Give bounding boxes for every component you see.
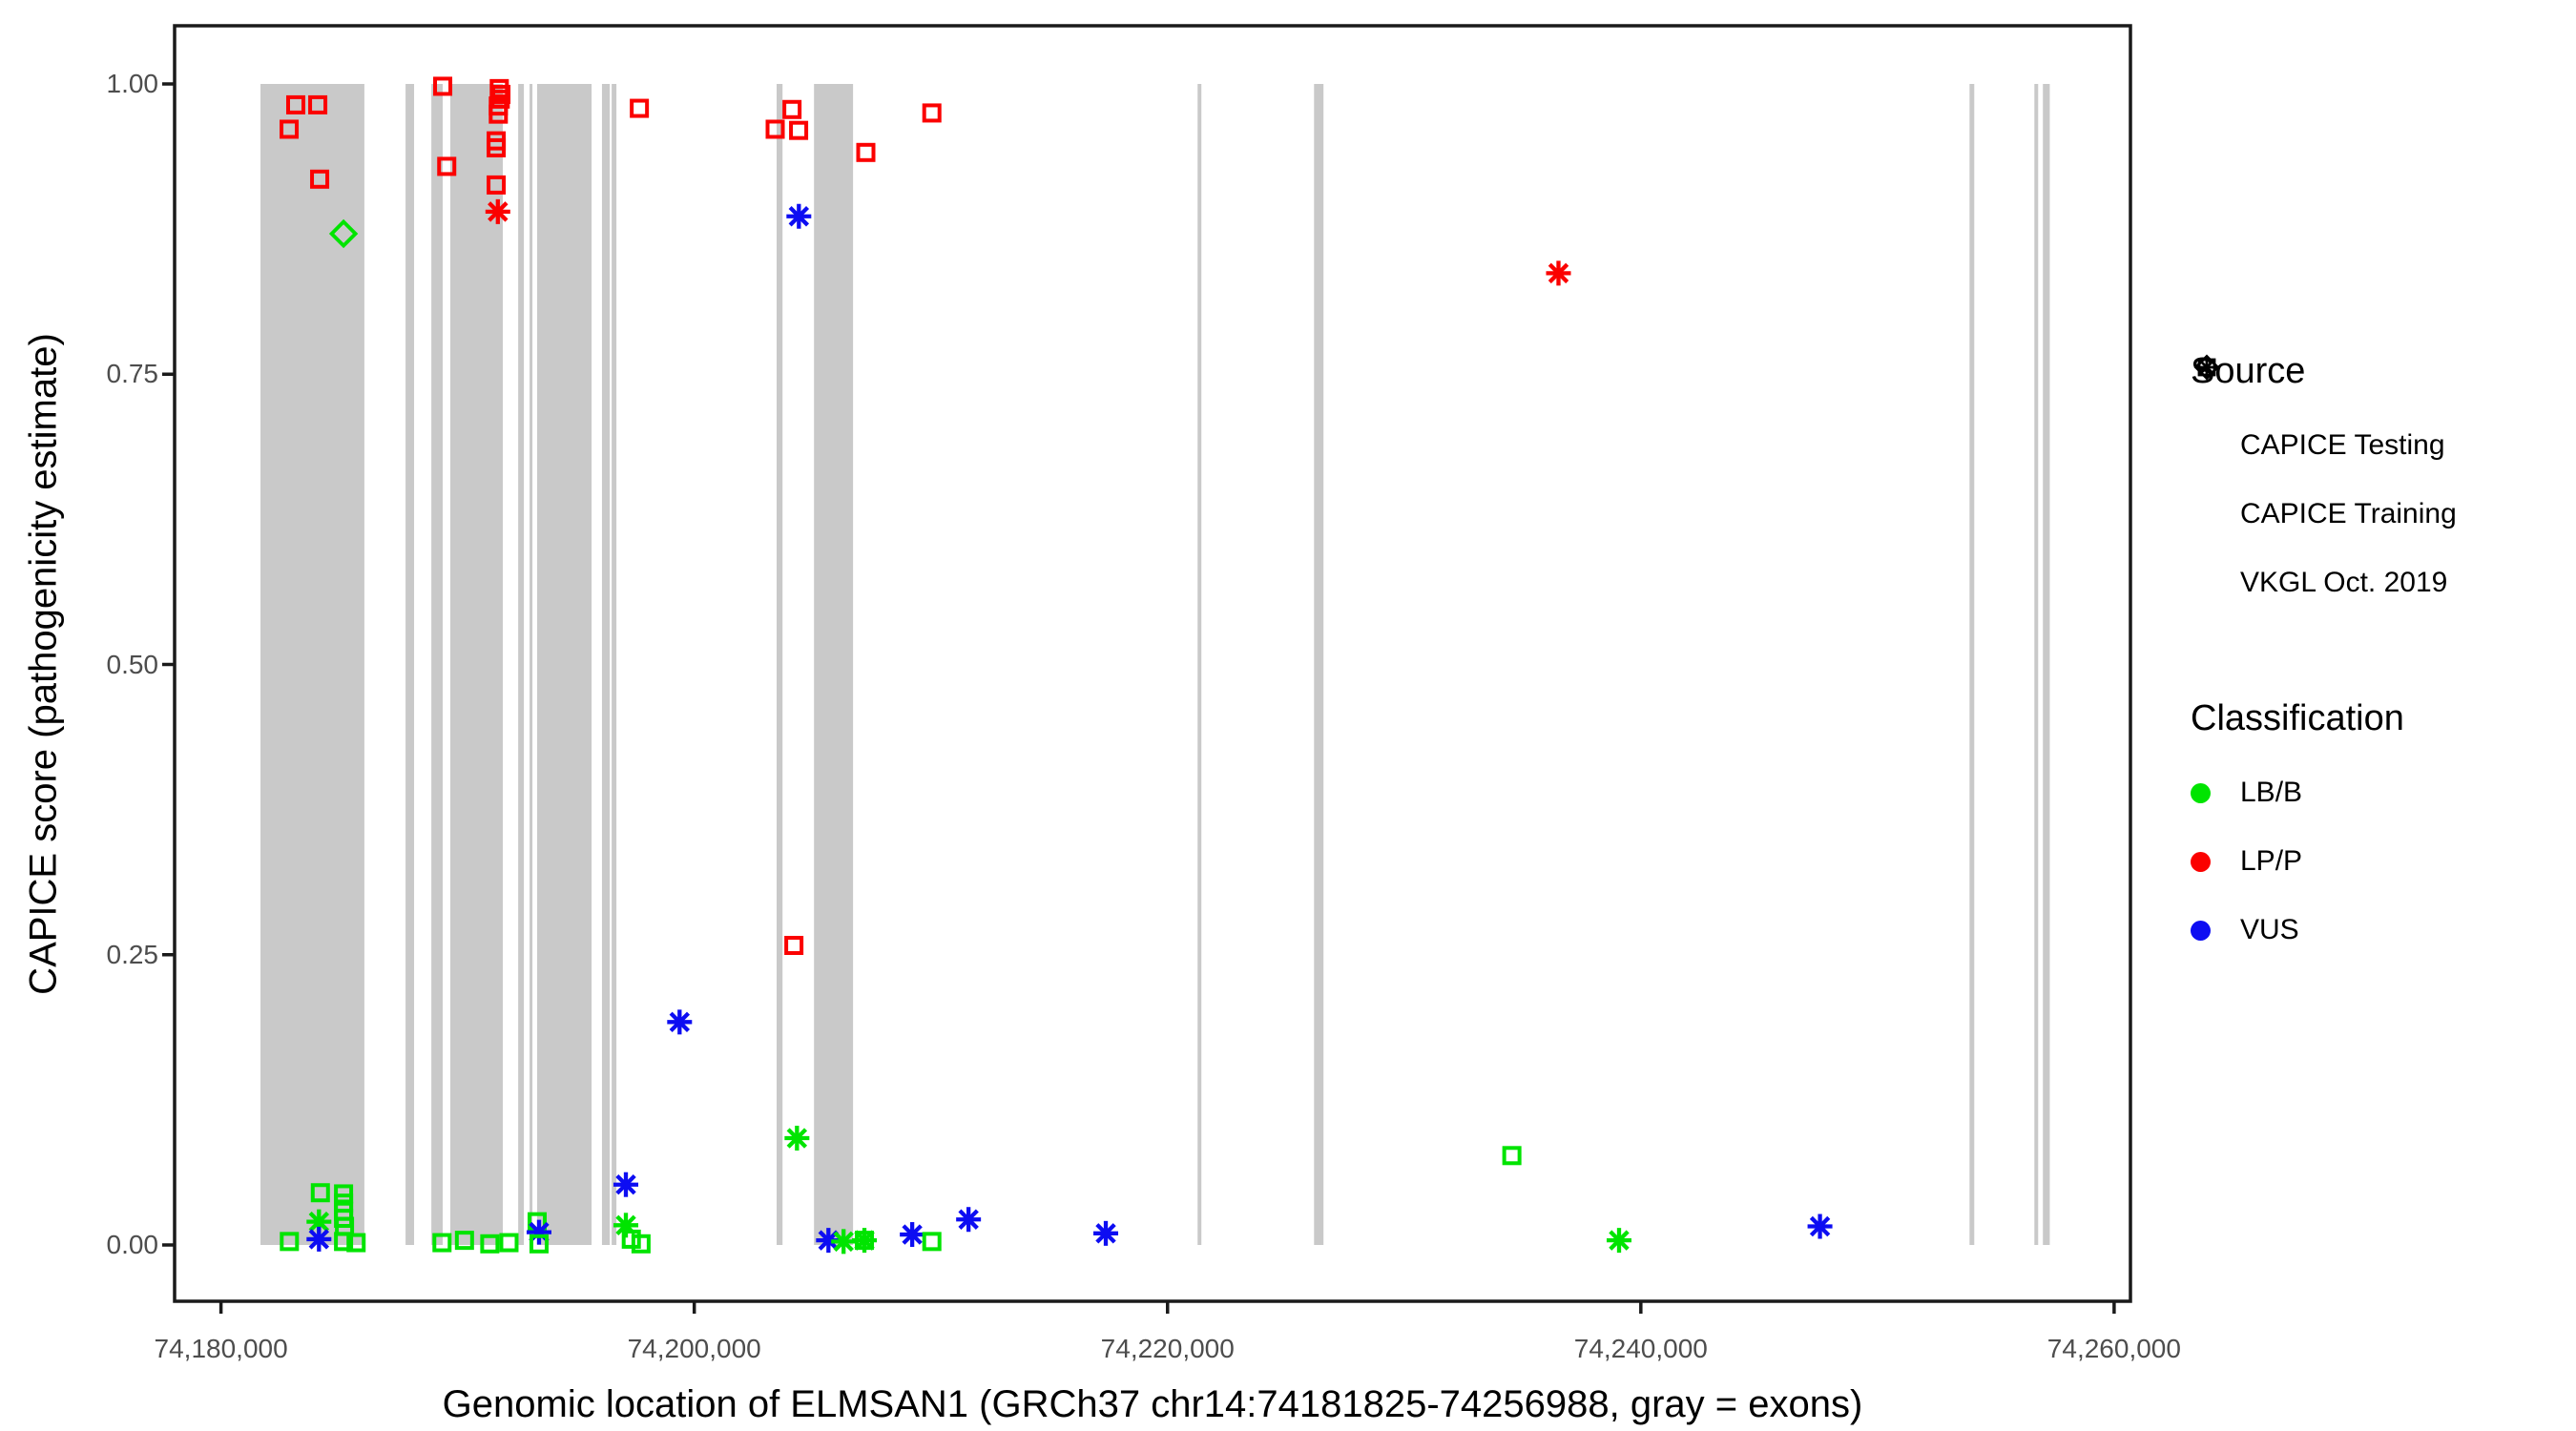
data-point [285,94,305,114]
data-point [437,156,457,176]
data-point [789,120,809,140]
exon-band [814,84,854,1245]
data-point [306,1226,332,1252]
data-point [784,1126,810,1151]
data-point [613,1172,639,1197]
data-point [480,1234,500,1254]
data-point [631,1234,651,1254]
data-point [280,119,300,139]
data-point [334,1232,354,1252]
data-point [432,1233,452,1253]
data-point [310,1183,330,1203]
data-point [454,1231,474,1251]
data-point [956,1207,982,1233]
y-tick-label: 0.00 [106,1230,159,1259]
data-point [782,99,802,119]
legend-item-lpp: LP/P [2191,827,2572,896]
data-point [922,1232,942,1252]
data-points [280,76,1833,1255]
legend-item-label: VKGL Oct. 2019 [2240,567,2448,598]
y-tick-label: 0.50 [106,649,159,679]
exon-band [1314,84,1324,1245]
exon-band [612,84,617,1245]
data-point [831,1229,857,1255]
legend-item-capice-testing: CAPICE Testing [2191,354,2572,480]
exon-band [1969,84,1975,1245]
exon-band [449,84,504,1245]
data-point [433,76,453,96]
lpp-dot-icon [2191,851,2240,872]
lbb-dot-icon [2191,782,2240,803]
data-point [621,1229,641,1249]
legend-source-title: Source [2191,351,2306,391]
y-tick-label: 1.00 [106,69,159,98]
data-point [900,1222,925,1248]
legend-item-label: LP/P [2240,845,2303,877]
exon-band [405,84,415,1245]
x-tick-label: 74,200,000 [627,1334,761,1363]
legend-classification: Classification LB/B LP/P VUS [2191,698,2572,964]
data-point [784,936,804,956]
exon-band [260,84,364,1245]
y-axis-tick-labels: 0.00 0.25 0.50 0.75 1.00 [0,0,159,1431]
data-point [1093,1220,1119,1246]
exon-band [536,84,592,1245]
data-point [488,104,509,124]
data-point [487,175,507,195]
x-axis-title: Genomic location of ELMSAN1 (GRCh37 chr1… [442,1383,1863,1425]
data-point [856,142,876,162]
x-tick-label: 74,220,000 [1100,1334,1235,1363]
legend-item-vus: VUS [2191,896,2572,964]
data-point [499,1233,519,1253]
data-point [487,137,507,157]
data-point [328,218,359,249]
exon-band [431,84,444,1245]
exon-band [2034,84,2039,1245]
data-point [346,1233,366,1253]
data-point [308,94,328,114]
data-point [1807,1213,1833,1239]
y-axis-title: CAPICE score (pathogenicity estimate) [22,333,65,995]
legend-item-label: CAPICE Training [2240,498,2457,529]
data-point [786,203,812,229]
data-point [1502,1146,1522,1166]
data-point [1546,260,1571,286]
data-point [529,1234,549,1254]
data-point [855,1231,875,1251]
exon-band [601,84,611,1245]
data-point [630,98,650,118]
axes [162,24,2132,1314]
legend-item-capice-training: CAPICE Training [2191,358,2572,549]
legend-item-vkgl: VKGL Oct. 2019 [2191,357,2572,617]
data-point [765,119,785,139]
y-tick-label: 0.75 [106,359,159,389]
legend-item-label: CAPICE Testing [2240,429,2445,461]
vus-dot-icon [2191,920,2240,941]
legend-classification-title: Classification [2191,698,2404,738]
exon-band [518,84,525,1245]
exon-band [1197,84,1202,1245]
data-point [1606,1228,1631,1254]
data-point [922,103,942,123]
x-tick-label: 74,180,000 [154,1334,288,1363]
x-tick-label: 74,260,000 [2046,1334,2181,1363]
y-tick-label: 0.25 [106,939,159,969]
exon-band [2043,84,2050,1245]
data-point [485,198,510,224]
x-tick-label: 74,240,000 [1573,1334,1708,1363]
exon-band [530,84,533,1245]
legend-item-lbb: LB/B [2191,758,2572,827]
legend-source: Source CAPICE Testing CAPICE Training [2191,351,2572,617]
data-point [280,1232,300,1252]
exon-bands [260,84,2050,1245]
exon-band [776,84,783,1245]
data-point [667,1009,693,1035]
legend-item-label: LB/B [2240,777,2303,808]
data-point [310,169,330,189]
legend-item-label: VUS [2240,914,2299,945]
